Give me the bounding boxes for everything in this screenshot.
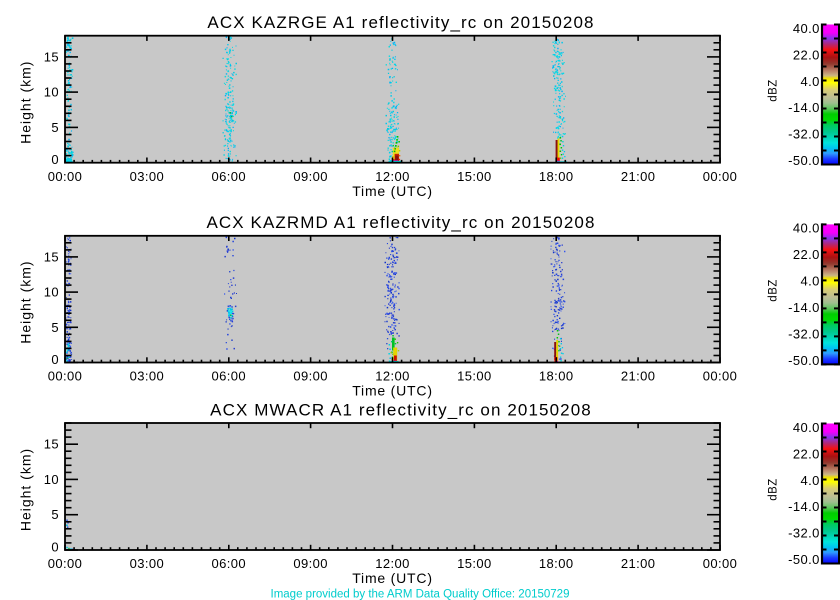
svg-text:09:00: 09:00	[293, 369, 328, 384]
svg-text:dBZ: dBZ	[768, 279, 780, 302]
svg-text:22.0: 22.0	[793, 446, 820, 461]
svg-text:15:00: 15:00	[457, 556, 492, 571]
svg-text:10: 10	[44, 85, 59, 100]
svg-text:Time (UTC): Time (UTC)	[352, 570, 433, 586]
svg-text:-50.0: -50.0	[788, 153, 820, 168]
svg-text:ACX KAZRGE A1 reflectivity_rc: ACX KAZRGE A1 reflectivity_rc on 2015020…	[207, 13, 594, 32]
svg-text:5: 5	[51, 320, 59, 335]
svg-text:15:00: 15:00	[457, 169, 492, 184]
svg-text:12:00: 12:00	[375, 369, 410, 384]
svg-text:dBZ: dBZ	[768, 478, 780, 501]
svg-text:Time (UTC): Time (UTC)	[352, 183, 433, 199]
svg-text:-14.0: -14.0	[788, 300, 820, 315]
svg-text:5: 5	[51, 507, 59, 522]
svg-text:-14.0: -14.0	[788, 499, 820, 514]
svg-text:18:00: 18:00	[539, 169, 574, 184]
svg-text:dBZ: dBZ	[768, 79, 780, 102]
svg-text:0: 0	[51, 539, 59, 554]
svg-text:06:00: 06:00	[212, 369, 247, 384]
svg-text:4.0: 4.0	[801, 74, 820, 89]
svg-text:03:00: 03:00	[130, 169, 165, 184]
svg-text:-14.0: -14.0	[788, 100, 820, 115]
svg-text:40.0: 40.0	[793, 221, 820, 236]
svg-text:00:00: 00:00	[48, 169, 83, 184]
svg-text:ACX KAZRMD A1 reflectivity_rc: ACX KAZRMD A1 reflectivity_rc on 2015020…	[206, 213, 595, 232]
svg-text:Time (UTC): Time (UTC)	[352, 383, 433, 399]
svg-text:00:00: 00:00	[48, 369, 83, 384]
svg-text:4.0: 4.0	[801, 473, 820, 488]
svg-text:Height (km): Height (km)	[18, 448, 34, 531]
svg-text:0: 0	[51, 352, 59, 367]
svg-text:10: 10	[44, 285, 59, 300]
svg-text:21:00: 21:00	[621, 556, 656, 571]
svg-text:15: 15	[44, 437, 59, 452]
svg-text:10: 10	[44, 472, 59, 487]
svg-text:5: 5	[51, 120, 59, 135]
svg-text:03:00: 03:00	[130, 556, 165, 571]
svg-text:-50.0: -50.0	[788, 353, 820, 368]
svg-text:40.0: 40.0	[793, 21, 820, 36]
svg-text:22.0: 22.0	[793, 247, 820, 262]
svg-text:06:00: 06:00	[212, 169, 247, 184]
svg-text:18:00: 18:00	[539, 556, 574, 571]
svg-text:21:00: 21:00	[621, 369, 656, 384]
svg-text:00:00: 00:00	[703, 556, 738, 571]
svg-text:15: 15	[44, 249, 59, 264]
svg-text:18:00: 18:00	[539, 369, 574, 384]
svg-text:Height (km): Height (km)	[18, 260, 34, 343]
svg-text:4.0: 4.0	[801, 274, 820, 289]
svg-text:00:00: 00:00	[703, 169, 738, 184]
svg-text:09:00: 09:00	[293, 556, 328, 571]
svg-text:12:00: 12:00	[375, 169, 410, 184]
svg-text:06:00: 06:00	[212, 556, 247, 571]
svg-text:03:00: 03:00	[130, 369, 165, 384]
svg-text:0: 0	[51, 152, 59, 167]
svg-text:00:00: 00:00	[48, 556, 83, 571]
svg-text:15:00: 15:00	[457, 369, 492, 384]
svg-text:00:00: 00:00	[703, 369, 738, 384]
svg-text:40.0: 40.0	[793, 420, 820, 435]
svg-text:21:00: 21:00	[621, 169, 656, 184]
svg-text:Image provided by the ARM Data: Image provided by the ARM Data Quality O…	[271, 589, 570, 600]
svg-text:ACX MWACR A1 reflectivity_rc o: ACX MWACR A1 reflectivity_rc on 20150208	[210, 400, 592, 419]
svg-text:Height (km): Height (km)	[18, 61, 34, 144]
svg-text:-32.0: -32.0	[788, 127, 820, 142]
svg-text:15: 15	[44, 49, 59, 64]
svg-text:12:00: 12:00	[375, 556, 410, 571]
svg-text:-32.0: -32.0	[788, 327, 820, 342]
svg-text:-50.0: -50.0	[788, 552, 820, 567]
svg-text:22.0: 22.0	[793, 47, 820, 62]
svg-text:09:00: 09:00	[293, 169, 328, 184]
svg-text:-32.0: -32.0	[788, 526, 820, 541]
